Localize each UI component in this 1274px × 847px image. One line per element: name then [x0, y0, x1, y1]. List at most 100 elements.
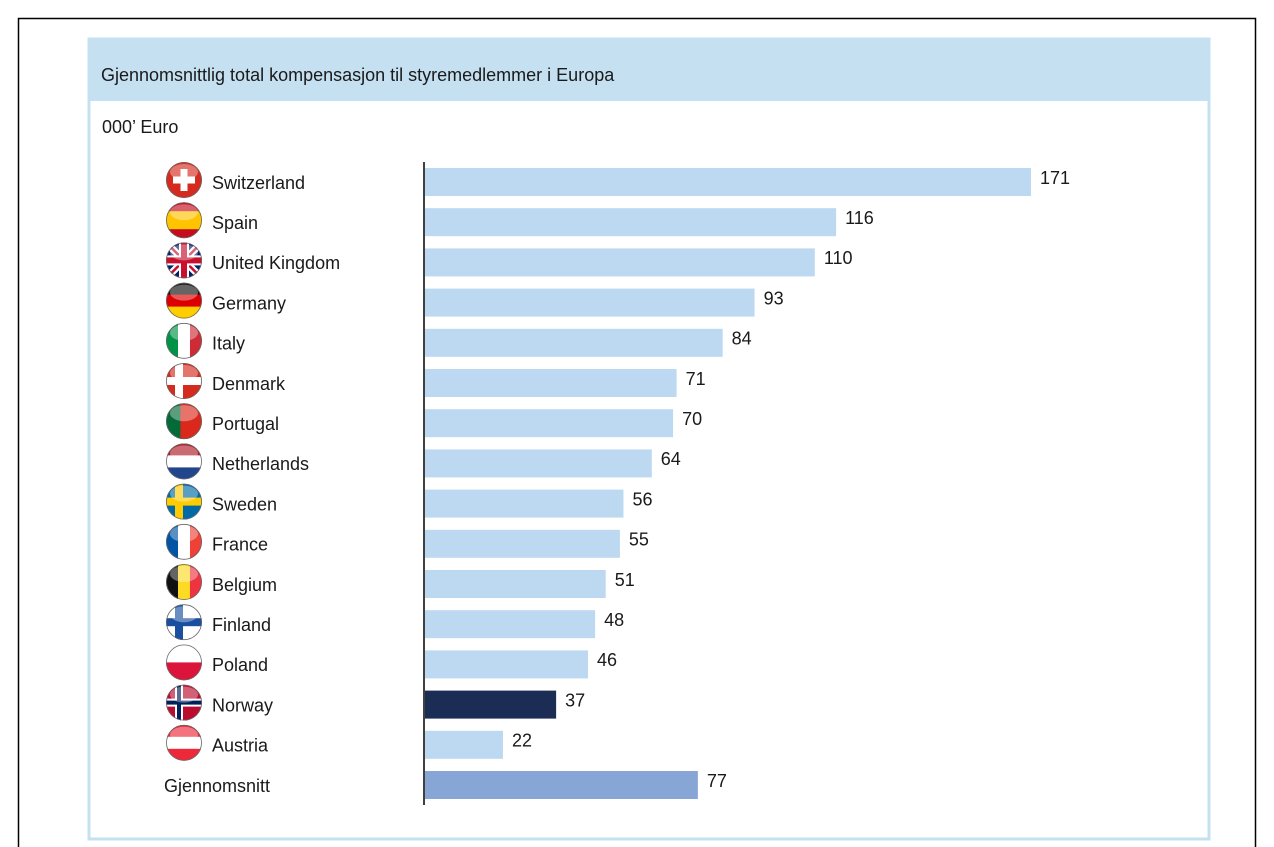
bar	[425, 168, 1031, 196]
flag-body	[166, 644, 202, 681]
value-label: 22	[512, 731, 532, 751]
panel	[87, 37, 1211, 841]
flag-icon	[166, 363, 202, 399]
flag-icon	[166, 242, 202, 279]
category-label: Spain	[212, 213, 258, 233]
flag-part	[194, 403, 202, 440]
flag-icon	[166, 162, 202, 198]
value-label: 56	[632, 489, 652, 509]
bar	[425, 328, 723, 357]
flag-gloss	[170, 726, 198, 743]
category-label: Switzerland	[212, 173, 305, 193]
flag-gloss	[170, 686, 198, 703]
flag-part	[178, 523, 191, 560]
category-label: Gjennomsnitt	[164, 776, 270, 796]
flag-icon	[166, 684, 202, 721]
category-label: Portugal	[212, 414, 279, 434]
flag-icon	[166, 322, 202, 359]
flag-body	[166, 483, 202, 520]
bar	[425, 771, 698, 799]
bar	[425, 248, 815, 277]
category-label: Belgium	[212, 575, 277, 595]
flag-part	[166, 229, 202, 239]
flag-icon	[166, 483, 202, 520]
flag-rim	[166, 604, 202, 641]
value-label: 116	[845, 208, 874, 228]
flag-part	[166, 700, 202, 705]
category-label: Denmark	[212, 374, 286, 394]
value-label: 37	[565, 690, 585, 710]
flag-part	[166, 202, 202, 212]
flag-rim	[166, 443, 202, 480]
category-label: Germany	[212, 293, 286, 313]
bar	[425, 449, 652, 478]
value-label: 64	[661, 449, 681, 469]
chart-title: Gjennomsnittlig total kompensasjon til s…	[101, 65, 615, 85]
flag-icon	[166, 282, 202, 319]
flag-rim	[166, 724, 202, 761]
bar	[425, 570, 606, 598]
flag-rim	[166, 282, 202, 319]
flag-body	[166, 363, 202, 399]
flag-rim	[166, 242, 202, 279]
value-label: 55	[629, 530, 649, 550]
flag-icon	[166, 403, 202, 440]
flag-part	[166, 618, 202, 627]
bar	[425, 409, 674, 438]
flag-part	[178, 322, 191, 359]
category-label: France	[212, 535, 268, 555]
flag-gloss	[170, 485, 198, 502]
flag-gloss	[170, 405, 198, 422]
value-label: 171	[1040, 168, 1070, 188]
flag-body	[166, 604, 202, 641]
flag-part	[166, 377, 202, 385]
unit-label: 000’ Euro	[102, 117, 178, 137]
flag-part	[173, 403, 181, 440]
bar	[425, 369, 677, 397]
panel-header	[89, 39, 1209, 101]
category-label: Austria	[212, 736, 269, 756]
flag-rim	[166, 162, 202, 198]
value-label: 51	[615, 570, 635, 590]
flag-rim	[166, 523, 202, 560]
flag-part	[180, 403, 189, 440]
bar	[425, 730, 503, 759]
value-label: 71	[686, 369, 706, 389]
flag-part	[178, 564, 191, 600]
category-label: Sweden	[212, 494, 277, 514]
bar	[425, 690, 557, 719]
category-label: Netherlands	[212, 454, 309, 474]
flag-rim	[166, 483, 202, 520]
flag-icon	[166, 604, 202, 641]
flag-gloss	[170, 284, 198, 301]
flag-rim	[166, 363, 202, 399]
category-label: Poland	[212, 655, 268, 675]
flag-part	[166, 455, 202, 468]
flag-part	[166, 662, 202, 681]
value-label: 110	[824, 248, 853, 268]
flag-icon	[166, 202, 202, 239]
flag-rim	[166, 322, 202, 359]
flag-gloss	[170, 566, 198, 582]
flag-part	[166, 220, 202, 230]
flag-icon	[166, 644, 202, 681]
bar	[425, 529, 620, 558]
flag-body	[166, 162, 202, 198]
value-label: 93	[764, 288, 784, 308]
value-label: 84	[732, 329, 752, 349]
flag-body	[166, 202, 202, 239]
value-label: 46	[597, 650, 617, 670]
flag-body	[166, 684, 202, 721]
value-label: 77	[707, 771, 727, 791]
flag-gloss	[170, 365, 198, 381]
flag-part	[166, 211, 202, 221]
flag-part	[166, 736, 202, 750]
bar	[425, 208, 837, 237]
category-label: Italy	[212, 334, 245, 354]
bar	[425, 288, 755, 317]
flag-icon	[166, 724, 202, 761]
flag-part	[166, 644, 202, 663]
outer-frame	[17, 17, 1257, 847]
flag-gloss	[170, 324, 198, 341]
